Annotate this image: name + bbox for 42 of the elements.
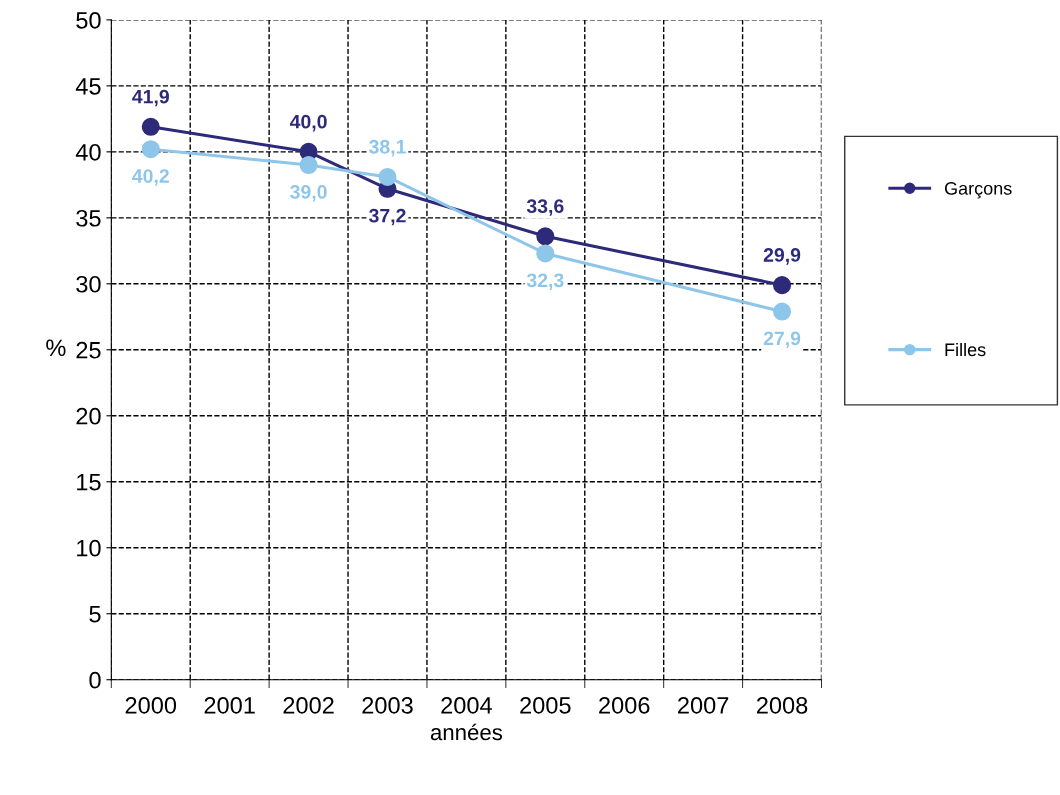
y-tick-label: 45 — [75, 78, 101, 95]
data-label: 40,2 — [132, 169, 169, 186]
point — [299, 156, 318, 175]
legend-label: Garçons — [944, 182, 1012, 199]
y-tick-label: 10 — [77, 539, 101, 557]
y-tick-label: 0 — [89, 671, 101, 689]
y-tick-label: 15 — [77, 474, 101, 491]
data-label: 38,1 — [369, 139, 406, 157]
point — [378, 167, 397, 186]
data-label: 27,9 — [763, 331, 801, 349]
x-axis-title: années — [430, 723, 503, 741]
point — [536, 244, 555, 263]
x-tick-label: 2003 — [362, 697, 413, 714]
x-tick-label: 2008 — [756, 697, 808, 714]
x-tick-label: 2006 — [599, 697, 650, 714]
x-tick-label: 2004 — [441, 697, 492, 714]
data-label: 37,2 — [369, 208, 406, 226]
data-label: 29,9 — [763, 248, 801, 265]
y-tick-label: 35 — [76, 209, 101, 227]
x-tick-label: 2000 — [125, 697, 177, 714]
y-tick-label: 50 — [76, 11, 101, 29]
y-tick-label: 30 — [76, 275, 101, 293]
y-tick-label: 40 — [75, 143, 101, 161]
point — [141, 140, 160, 159]
point — [773, 302, 792, 321]
x-tick-label: 2007 — [678, 697, 729, 714]
point — [141, 117, 160, 136]
x-tick-label: 2002 — [283, 697, 334, 714]
legend-label: Filles — [945, 342, 986, 357]
data-label: 41,9 — [132, 89, 169, 107]
data-label: 39,0 — [290, 185, 327, 202]
y-tick-label: 25 — [76, 341, 101, 359]
y-tick-label: 5 — [89, 606, 101, 623]
x-tick-label: 2001 — [204, 697, 255, 714]
y-tick-label: 20 — [76, 407, 101, 425]
data-label: 40,0 — [289, 114, 327, 132]
y-axis-title: % — [46, 339, 66, 357]
point — [773, 276, 792, 295]
data-label: 32,3 — [526, 273, 564, 291]
data-label: 33,6 — [526, 199, 564, 216]
x-tick-label: 2005 — [520, 697, 571, 714]
point — [536, 227, 555, 246]
